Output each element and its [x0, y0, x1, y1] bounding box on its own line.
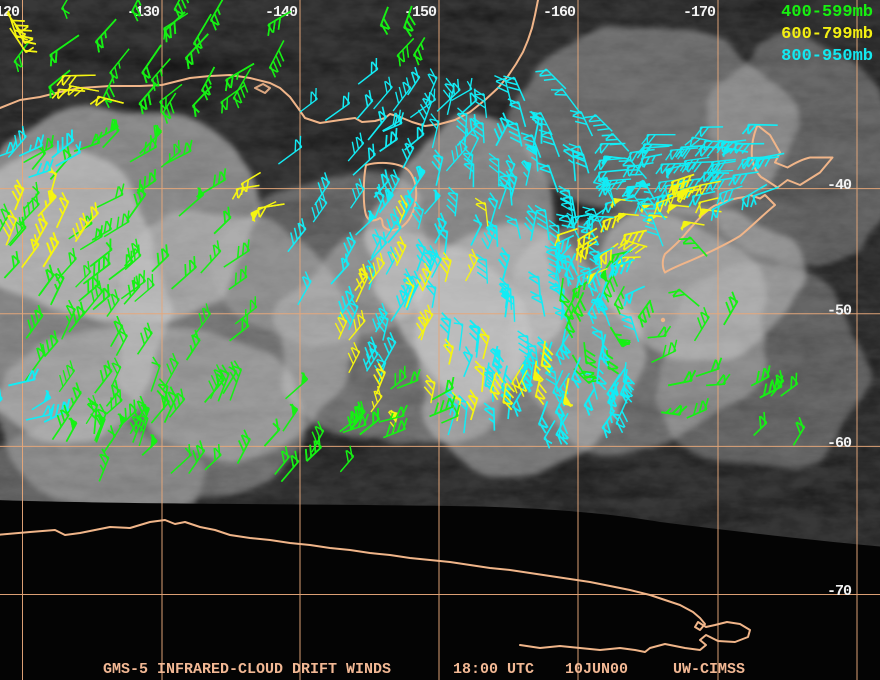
svg-text:GMS-5 INFRARED-CLOUD DRIFT WIN: GMS-5 INFRARED-CLOUD DRIFT WINDS: [103, 661, 391, 678]
svg-text:-70: -70: [827, 583, 852, 600]
svg-text:UW-CIMSS: UW-CIMSS: [673, 661, 745, 678]
svg-text:-40: -40: [827, 177, 852, 194]
svg-text:800-950mb: 800-950mb: [781, 47, 873, 66]
svg-text:-160: -160: [543, 4, 576, 21]
svg-text:18:00 UTC: 18:00 UTC: [453, 661, 534, 678]
svg-text:-50: -50: [827, 303, 852, 320]
svg-text:-60: -60: [827, 435, 852, 452]
svg-text:-170: -170: [683, 4, 716, 21]
svg-text:-140: -140: [265, 4, 298, 21]
svg-text:10JUN00: 10JUN00: [565, 661, 628, 678]
svg-text:400-599mb: 400-599mb: [781, 3, 873, 22]
svg-text:600-799mb: 600-799mb: [781, 25, 873, 44]
